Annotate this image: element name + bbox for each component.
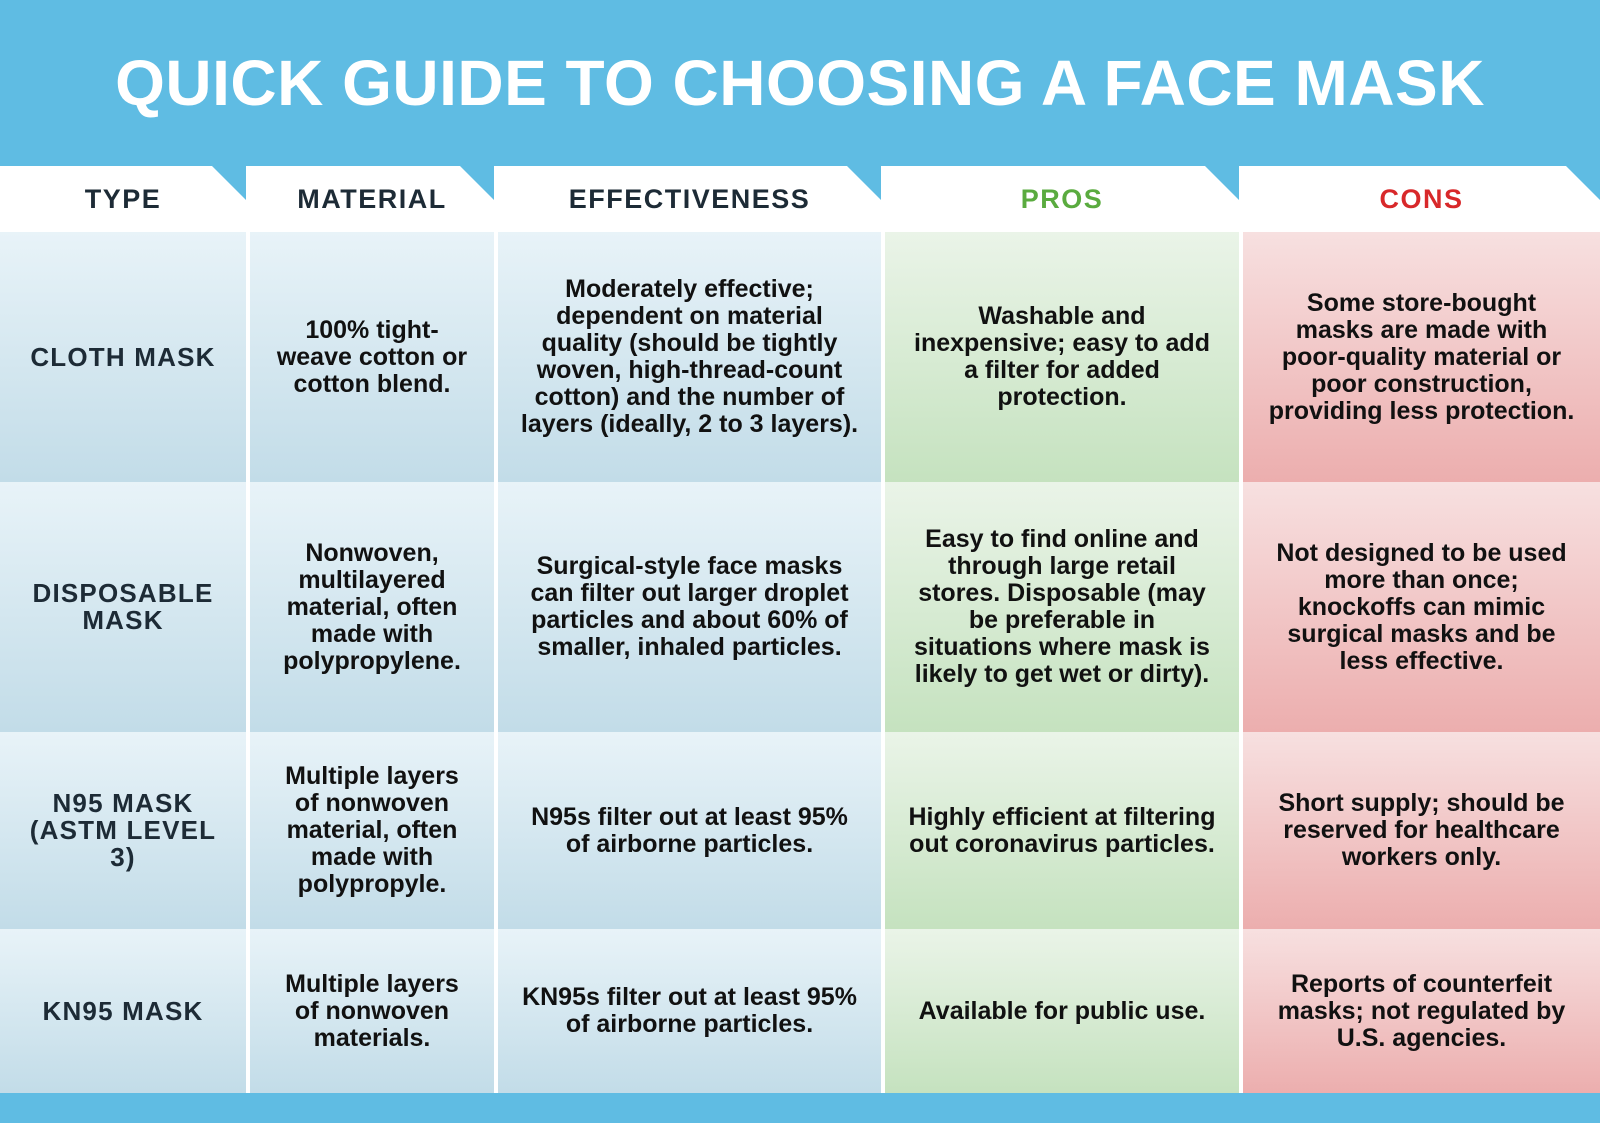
table-cell: N95s filter out at least 95% of airborne… (498, 732, 881, 929)
table-cell: Nonwoven, multilayered material, often m… (250, 482, 494, 732)
title: QUICK GUIDE TO CHOOSING A FACE MASK (115, 47, 1485, 119)
table-cell: 100% tight-weave cotton or cotton blend. (250, 232, 494, 482)
table-cell: Moderately effective; dependent on mater… (498, 232, 881, 482)
table-cell: Some store-bought masks are made with po… (1243, 232, 1600, 482)
row-header: KN95 MASK (0, 929, 246, 1093)
table-cell: Multiple layers of nonwoven materials. (250, 929, 494, 1093)
table: TYPE MATERIAL EFFECTIVENESS PROS CONS CLOTH M… (0, 166, 1600, 1093)
table-cell: Short supply; should be reserved for hea… (1243, 732, 1600, 929)
column-header: TYPE (0, 166, 246, 232)
column-header: PROS (885, 166, 1239, 232)
column-header: EFFECTIVENESS (498, 166, 881, 232)
table-cell: Multiple layers of nonwoven material, of… (250, 732, 494, 929)
table-cell: Available for public use. (885, 929, 1239, 1093)
table-cell: Highly efficient at filtering out corona… (885, 732, 1239, 929)
table-cell: Surgical-style face masks can filter out… (498, 482, 881, 732)
table-cell: Reports of counterfeit masks; not regula… (1243, 929, 1600, 1093)
table-cell: Washable and inexpensive; easy to add a … (885, 232, 1239, 482)
table-cell: Not designed to be used more than once; … (1243, 482, 1600, 732)
table-cell: Easy to find online and through large re… (885, 482, 1239, 732)
column-header: MATERIAL (250, 166, 494, 232)
table-cell: KN95s filter out at least 95% of airborn… (498, 929, 881, 1093)
row-header: DISPOSABLE MASK (0, 482, 246, 732)
column-header: CONS (1243, 166, 1600, 232)
row-header: CLOTH MASK (0, 232, 246, 482)
row-header: N95 MASK (ASTM LEVEL 3) (0, 732, 246, 929)
